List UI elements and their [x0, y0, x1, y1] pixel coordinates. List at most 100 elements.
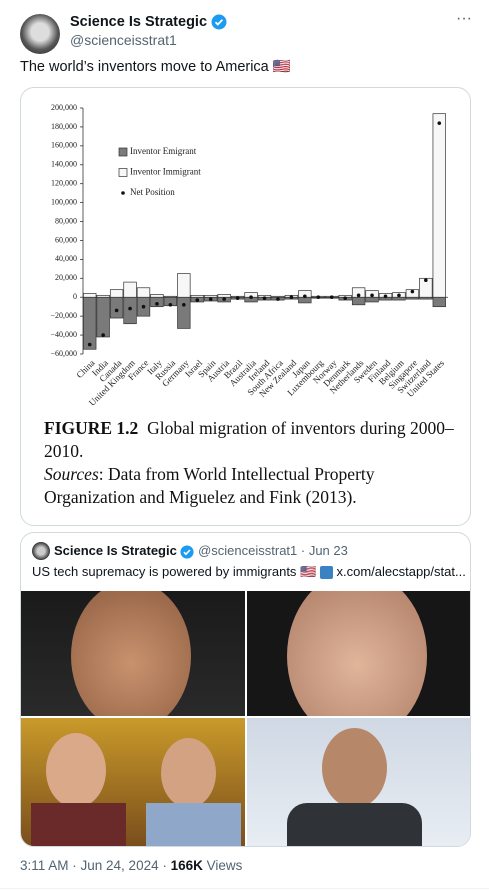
- legend-label: Net Position: [130, 187, 175, 197]
- legend-marker: [121, 191, 125, 195]
- bar: [177, 296, 191, 329]
- bar: [163, 295, 178, 298]
- tweet-footer: 3:11 AM · Jun 24, 2024 · 166K Views: [20, 858, 242, 873]
- net-dot: [329, 295, 334, 300]
- bar: [190, 294, 204, 298]
- caption-text: Global migration of inventors during 200…: [44, 418, 454, 461]
- photo[interactable]: [21, 718, 245, 846]
- y-tick-label: 160,000: [51, 141, 77, 150]
- net-dot: [276, 297, 280, 301]
- verified-badge: [180, 545, 195, 559]
- net-dot: [437, 121, 442, 125]
- net-dot: [370, 293, 374, 298]
- net-dot: [289, 295, 294, 300]
- legend-marker: [118, 168, 128, 177]
- sources-text: : Data from World Intellectual Property …: [44, 464, 375, 507]
- bar: [83, 296, 97, 350]
- bar: [150, 294, 164, 298]
- bar: [177, 273, 191, 298]
- legend-label: Inventor Immigrant: [130, 167, 201, 177]
- net-dot: [397, 293, 401, 298]
- y-tick-label: 60,000: [55, 235, 77, 244]
- photo[interactable]: [247, 591, 470, 716]
- net-dot: [316, 295, 321, 300]
- y-tick-label: −60,000: [50, 349, 77, 358]
- net-dot: [195, 298, 200, 302]
- photo[interactable]: [247, 718, 470, 846]
- sources-label: Sources: [44, 464, 99, 484]
- bar: [271, 295, 285, 298]
- y-tick-label: 140,000: [51, 160, 77, 169]
- bar: [204, 294, 218, 298]
- bar: [365, 296, 379, 303]
- y-tick-label: 200,000: [51, 103, 77, 112]
- net-dot: [343, 296, 347, 300]
- y-tick-label: 100,000: [51, 197, 77, 206]
- quote-tweet[interactable]: Science Is Strategic @scienceisstrat1 · …: [20, 532, 471, 847]
- bar: [136, 287, 151, 298]
- chart: −60,000 −40,000 −20,000 0 20,000 40,000 60,000…: [50, 103, 448, 408]
- bar: [351, 296, 366, 306]
- verified-badge: [211, 14, 227, 30]
- net-dot: [168, 303, 173, 307]
- net-dot: [235, 296, 240, 300]
- author-name[interactable]: Science Is Strategic: [70, 14, 227, 30]
- y-tick-label: −40,000: [50, 330, 77, 339]
- more-button[interactable]: ···: [456, 10, 472, 27]
- views-label: Views: [206, 858, 243, 873]
- net-dot: [114, 308, 119, 313]
- net-dot: [182, 303, 186, 307]
- y-tick-label: −20,000: [50, 311, 77, 320]
- net-dot: [262, 296, 267, 300]
- y-tick-label: 120,000: [51, 179, 77, 188]
- author-name-text[interactable]: Science Is Strategic: [70, 14, 208, 30]
- net-dot: [141, 304, 146, 309]
- net-dot: [356, 293, 361, 298]
- legend-label: Inventor Emigrant: [130, 146, 197, 156]
- quote-link[interactable]: x.com/alecstapp/stat...: [336, 564, 466, 579]
- view-count: 166K: [170, 858, 203, 873]
- author-handle[interactable]: @scienceisstrat1: [70, 32, 177, 48]
- bar: [419, 277, 433, 298]
- legend-marker: [118, 147, 128, 157]
- divider: [0, 888, 489, 889]
- y-tick-label: 0: [73, 292, 77, 301]
- y-tick-label: 40,000: [55, 254, 77, 263]
- net-dot: [303, 294, 307, 299]
- bar: [123, 296, 137, 325]
- avatar[interactable]: [20, 14, 60, 54]
- quote-avatar: [32, 542, 50, 560]
- bar: [96, 296, 110, 338]
- quote-header: Science Is Strategic @scienceisstrat1 · …: [54, 543, 348, 559]
- y-tick-label: 80,000: [55, 216, 77, 225]
- net-dot: [208, 297, 213, 301]
- net-dot: [87, 342, 92, 347]
- bar: [123, 281, 137, 298]
- bar: [351, 287, 366, 298]
- bar: [392, 296, 406, 301]
- link-icon: [319, 566, 333, 580]
- media-card[interactable]: [20, 87, 471, 526]
- quote-handle-date: @scienceisstrat1 · Jun 23: [198, 543, 348, 558]
- net-dot: [101, 333, 105, 337]
- caption-label: FIGURE 1.2: [44, 418, 139, 438]
- net-dot: [410, 289, 415, 294]
- net-dot: [155, 302, 159, 306]
- quote-name: Science Is Strategic: [54, 543, 177, 558]
- net-dot: [424, 278, 428, 283]
- quote-text: US tech supremacy is powered by immigran…: [32, 564, 317, 579]
- bar: [109, 296, 124, 319]
- net-dot: [222, 297, 226, 301]
- net-dot: [249, 295, 253, 300]
- photo[interactable]: [21, 591, 245, 716]
- bar: [405, 289, 420, 298]
- bar: [83, 293, 97, 298]
- net-dot: [128, 306, 132, 311]
- y-tick-label: 180,000: [51, 122, 77, 131]
- figure-caption: FIGURE 1.2 Global migration of inventors…: [44, 417, 454, 509]
- bar: [432, 296, 446, 308]
- bar: [432, 113, 446, 298]
- timestamp[interactable]: 3:11 AM · Jun 24, 2024 ·: [20, 858, 167, 873]
- bar: [109, 289, 124, 298]
